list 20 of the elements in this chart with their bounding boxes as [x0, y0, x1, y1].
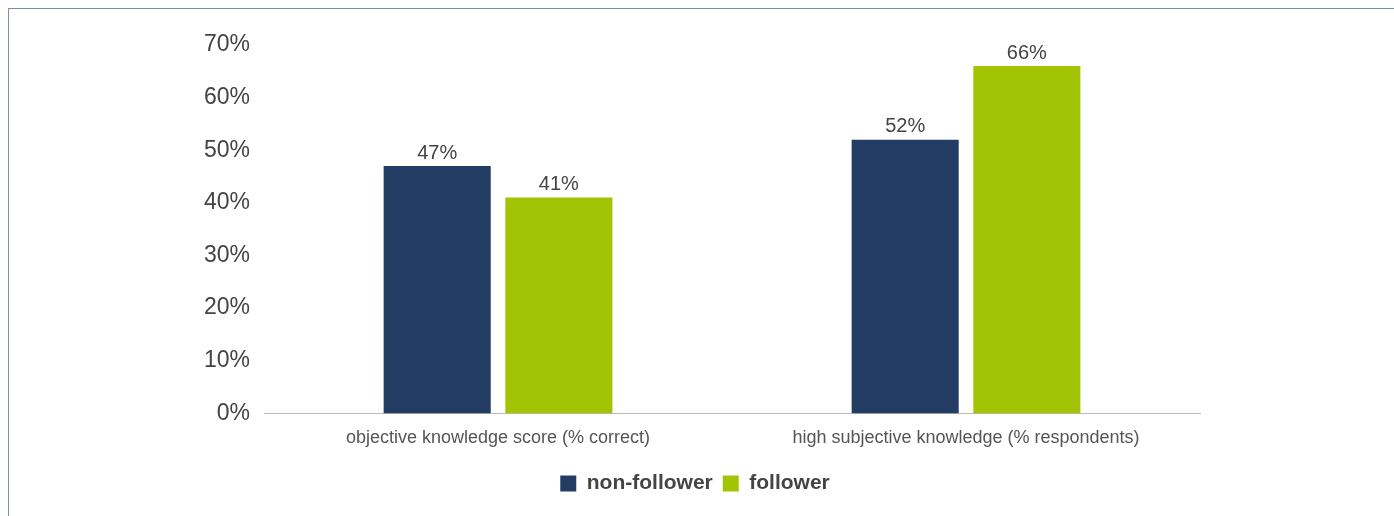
y-tick-label: 0% — [216, 398, 251, 425]
y-tick-label: 20% — [203, 293, 251, 320]
data-label: 52% — [885, 114, 926, 137]
bar — [851, 139, 959, 414]
bar — [973, 66, 1081, 414]
y-tick-label: 30% — [203, 240, 251, 267]
y-tick-label: 60% — [203, 82, 251, 109]
x-tick-label: high subjective knowledge (% respondents) — [792, 427, 1140, 448]
legend-label: non-follower — [586, 470, 713, 494]
data-label: 41% — [538, 172, 580, 195]
bar — [505, 197, 613, 414]
y-tick-label: 50% — [203, 135, 251, 162]
data-label: 47% — [417, 140, 458, 163]
y-tick-label: 10% — [203, 346, 251, 373]
y-tick-label: 70% — [203, 30, 251, 57]
data-label: 66% — [1006, 40, 1048, 63]
x-tick-label: objective knowledge score (% correct) — [345, 427, 651, 448]
bar — [383, 166, 491, 414]
y-tick-label: 40% — [203, 188, 251, 215]
legend-label: follower — [749, 470, 830, 494]
